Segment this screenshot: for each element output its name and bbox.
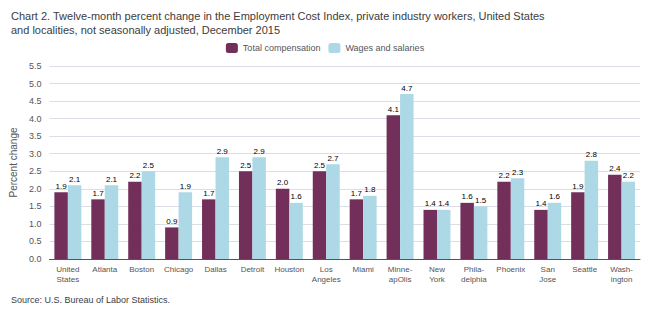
svg-text:San: San	[541, 265, 555, 274]
svg-text:ington: ington	[611, 275, 633, 284]
svg-text:0.9: 0.9	[166, 217, 178, 226]
svg-text:3.0: 3.0	[29, 149, 42, 159]
svg-text:4.0: 4.0	[29, 114, 42, 124]
svg-text:4.5: 4.5	[29, 96, 42, 106]
svg-text:5.5: 5.5	[29, 61, 42, 71]
svg-text:2.0: 2.0	[29, 184, 42, 194]
svg-text:1.7: 1.7	[351, 189, 363, 198]
svg-text:1.9: 1.9	[572, 182, 584, 191]
svg-text:1.4: 1.4	[535, 199, 547, 208]
svg-text:2.4: 2.4	[609, 164, 621, 173]
svg-text:1.6: 1.6	[549, 192, 561, 201]
svg-text:1.6: 1.6	[291, 192, 303, 201]
svg-text:1.7: 1.7	[203, 189, 215, 198]
svg-text:Total compensation: Total compensation	[243, 43, 321, 53]
svg-text:1.7: 1.7	[92, 189, 104, 198]
svg-text:Source: U.S. Bureau of Labor S: Source: U.S. Bureau of Labor Statistics.	[11, 295, 170, 305]
svg-text:1.9: 1.9	[56, 182, 68, 191]
svg-text:Atlanta: Atlanta	[92, 265, 117, 274]
svg-text:2.2: 2.2	[623, 171, 635, 180]
svg-text:Wash-: Wash-	[610, 265, 633, 274]
svg-text:Seattle: Seattle	[572, 265, 597, 274]
svg-text:Miami: Miami	[352, 265, 374, 274]
svg-text:0.0: 0.0	[29, 254, 42, 264]
svg-text:Wages and salaries: Wages and salaries	[345, 43, 424, 53]
svg-text:Chicago: Chicago	[164, 265, 194, 274]
svg-text:2.2: 2.2	[129, 171, 141, 180]
svg-text:0.5: 0.5	[29, 236, 42, 246]
svg-text:Houston: Houston	[274, 265, 304, 274]
svg-text:2.9: 2.9	[254, 147, 266, 156]
svg-text:2.1: 2.1	[69, 175, 81, 184]
svg-text:delphia: delphia	[461, 275, 487, 284]
svg-text:2.5: 2.5	[314, 161, 326, 170]
svg-text:Dallas: Dallas	[204, 265, 226, 274]
svg-text:1.8: 1.8	[364, 185, 376, 194]
svg-text:2.5: 2.5	[29, 166, 42, 176]
svg-text:2.9: 2.9	[217, 147, 229, 156]
svg-text:Boston: Boston	[129, 265, 154, 274]
svg-text:1.5: 1.5	[475, 196, 487, 205]
svg-text:New: New	[429, 265, 445, 274]
svg-text:York: York	[429, 275, 446, 284]
svg-text:Phoenix: Phoenix	[496, 265, 525, 274]
svg-text:1.4: 1.4	[425, 199, 437, 208]
svg-text:4.1: 4.1	[388, 105, 400, 114]
svg-text:2.5: 2.5	[143, 161, 155, 170]
svg-text:3.5: 3.5	[29, 131, 42, 141]
svg-text:1.4: 1.4	[438, 199, 450, 208]
svg-text:Angeles: Angeles	[312, 275, 341, 284]
svg-text:Chart 2. Twelve-month percent: Chart 2. Twelve-month percent change in …	[11, 10, 545, 22]
svg-text:Percent change: Percent change	[8, 127, 19, 197]
svg-text:2.1: 2.1	[106, 175, 118, 184]
svg-text:1.5: 1.5	[29, 201, 42, 211]
svg-text:States: States	[57, 275, 80, 284]
svg-text:Jose: Jose	[539, 275, 556, 284]
svg-text:4.7: 4.7	[401, 84, 413, 93]
svg-text:Phila-: Phila-	[464, 265, 485, 274]
svg-text:and localities, not seasonally: and localities, not seasonally adjusted,…	[11, 24, 280, 36]
svg-text:2.7: 2.7	[327, 154, 339, 163]
svg-text:Los: Los	[320, 265, 333, 274]
svg-text:2.2: 2.2	[499, 171, 511, 180]
svg-text:Minne-: Minne-	[388, 265, 413, 274]
svg-text:2.0: 2.0	[277, 178, 289, 187]
svg-text:1.0: 1.0	[29, 219, 42, 229]
svg-text:1.9: 1.9	[180, 182, 192, 191]
svg-text:Detroit: Detroit	[241, 265, 265, 274]
svg-text:United: United	[56, 265, 79, 274]
svg-text:5.0: 5.0	[29, 79, 42, 89]
svg-text:2.5: 2.5	[240, 161, 252, 170]
svg-text:1.6: 1.6	[462, 192, 474, 201]
svg-text:2.3: 2.3	[512, 168, 524, 177]
svg-text:2.8: 2.8	[586, 150, 598, 159]
svg-text:apOlis: apOlis	[389, 275, 412, 284]
